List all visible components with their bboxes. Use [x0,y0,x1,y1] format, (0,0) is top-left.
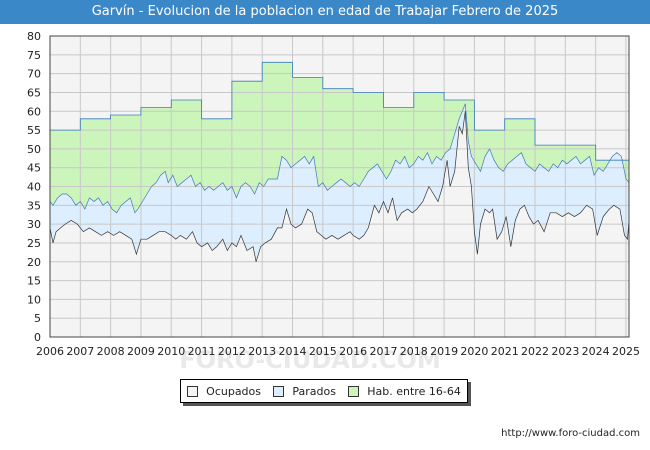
x-tick-label: 2014 [279,345,307,358]
legend: Ocupados Parados Hab. entre 16-64 [180,379,468,403]
legend-item-parados: Parados [273,385,336,398]
x-tick-label: 2012 [218,345,246,358]
x-tick-label: 2011 [188,345,216,358]
y-tick-label: 0 [34,331,41,344]
x-tick-label: 2025 [612,345,640,358]
legend-swatch-hab [348,385,360,397]
x-tick-label: 2015 [309,345,337,358]
legend-label-parados: Parados [292,384,336,398]
watermark: FORO-CIUDAD.COM [179,346,441,374]
series-lines-layer [49,61,630,262]
y-tick-label: 55 [27,124,41,137]
grid-layer [50,36,629,337]
x-tick-label: 2021 [491,345,519,358]
plot-frame [49,35,630,338]
y-tick-label: 10 [27,293,41,306]
y-axis-ticks: 0 5 10 15 20 25 30 35 40 45 50 55 60 65 70 75 80 [27,30,41,344]
y-tick-label: 60 [27,105,41,118]
legend-item-hab: Hab. entre 16-64 [348,385,461,398]
parados-line [49,103,630,214]
ocupados-line [49,111,630,262]
x-tick-label: 2006 [36,345,64,358]
source-url: http://www.foro-ciudad.com [501,428,640,439]
y-tick-label: 70 [27,68,41,81]
legend-item-ocupados: Ocupados [187,385,261,398]
y-tick-label: 80 [27,30,41,43]
chart-svg: FORO-CIUDAD.COM 051015202530354045505560… [27,30,640,374]
legend-label-ocupados: Ocupados [206,384,262,398]
x-tick-label: 2024 [582,345,610,358]
y-tick-label: 65 [27,86,41,99]
hab-line [50,61,629,161]
x-tick-label: 2019 [430,345,458,358]
legend-swatch-ocupados [187,385,199,397]
y-tick-label: 45 [27,162,41,175]
legend-swatch-parados [273,385,285,397]
x-tick-label: 2010 [157,345,185,358]
y-tick-label: 35 [27,199,41,212]
y-tick-label: 40 [27,181,41,194]
x-tick-label: 2023 [551,345,579,358]
legend-label-hab: Hab. entre 16-64 [367,384,461,398]
y-tick-label: 5 [34,312,41,325]
y-tick-label: 20 [27,256,41,269]
x-tick-label: 2013 [248,345,276,358]
y-tick-label: 30 [27,218,41,231]
x-tick-label: 2018 [400,345,428,358]
y-tick-label: 50 [27,143,41,156]
x-tick-label: 2022 [521,345,549,358]
x-tick-label: 2008 [97,345,125,358]
y-tick-label: 15 [27,275,41,288]
x-axis-ticks: 2006 2007 2008 2009 2010 2011 2012 2013 2014 2015… [36,345,640,358]
chart-title: Garvín - Evolucion de la poblacion en ed… [0,0,650,24]
x-tick-label: 2020 [460,345,488,358]
x-tick-label: 2016 [339,345,367,358]
x-tick-label: 2007 [66,345,94,358]
y-tick-label: 75 [27,49,41,62]
x-tick-label: 2017 [369,345,397,358]
y-tick-label: 25 [27,237,41,250]
x-tick-label: 2009 [127,345,155,358]
